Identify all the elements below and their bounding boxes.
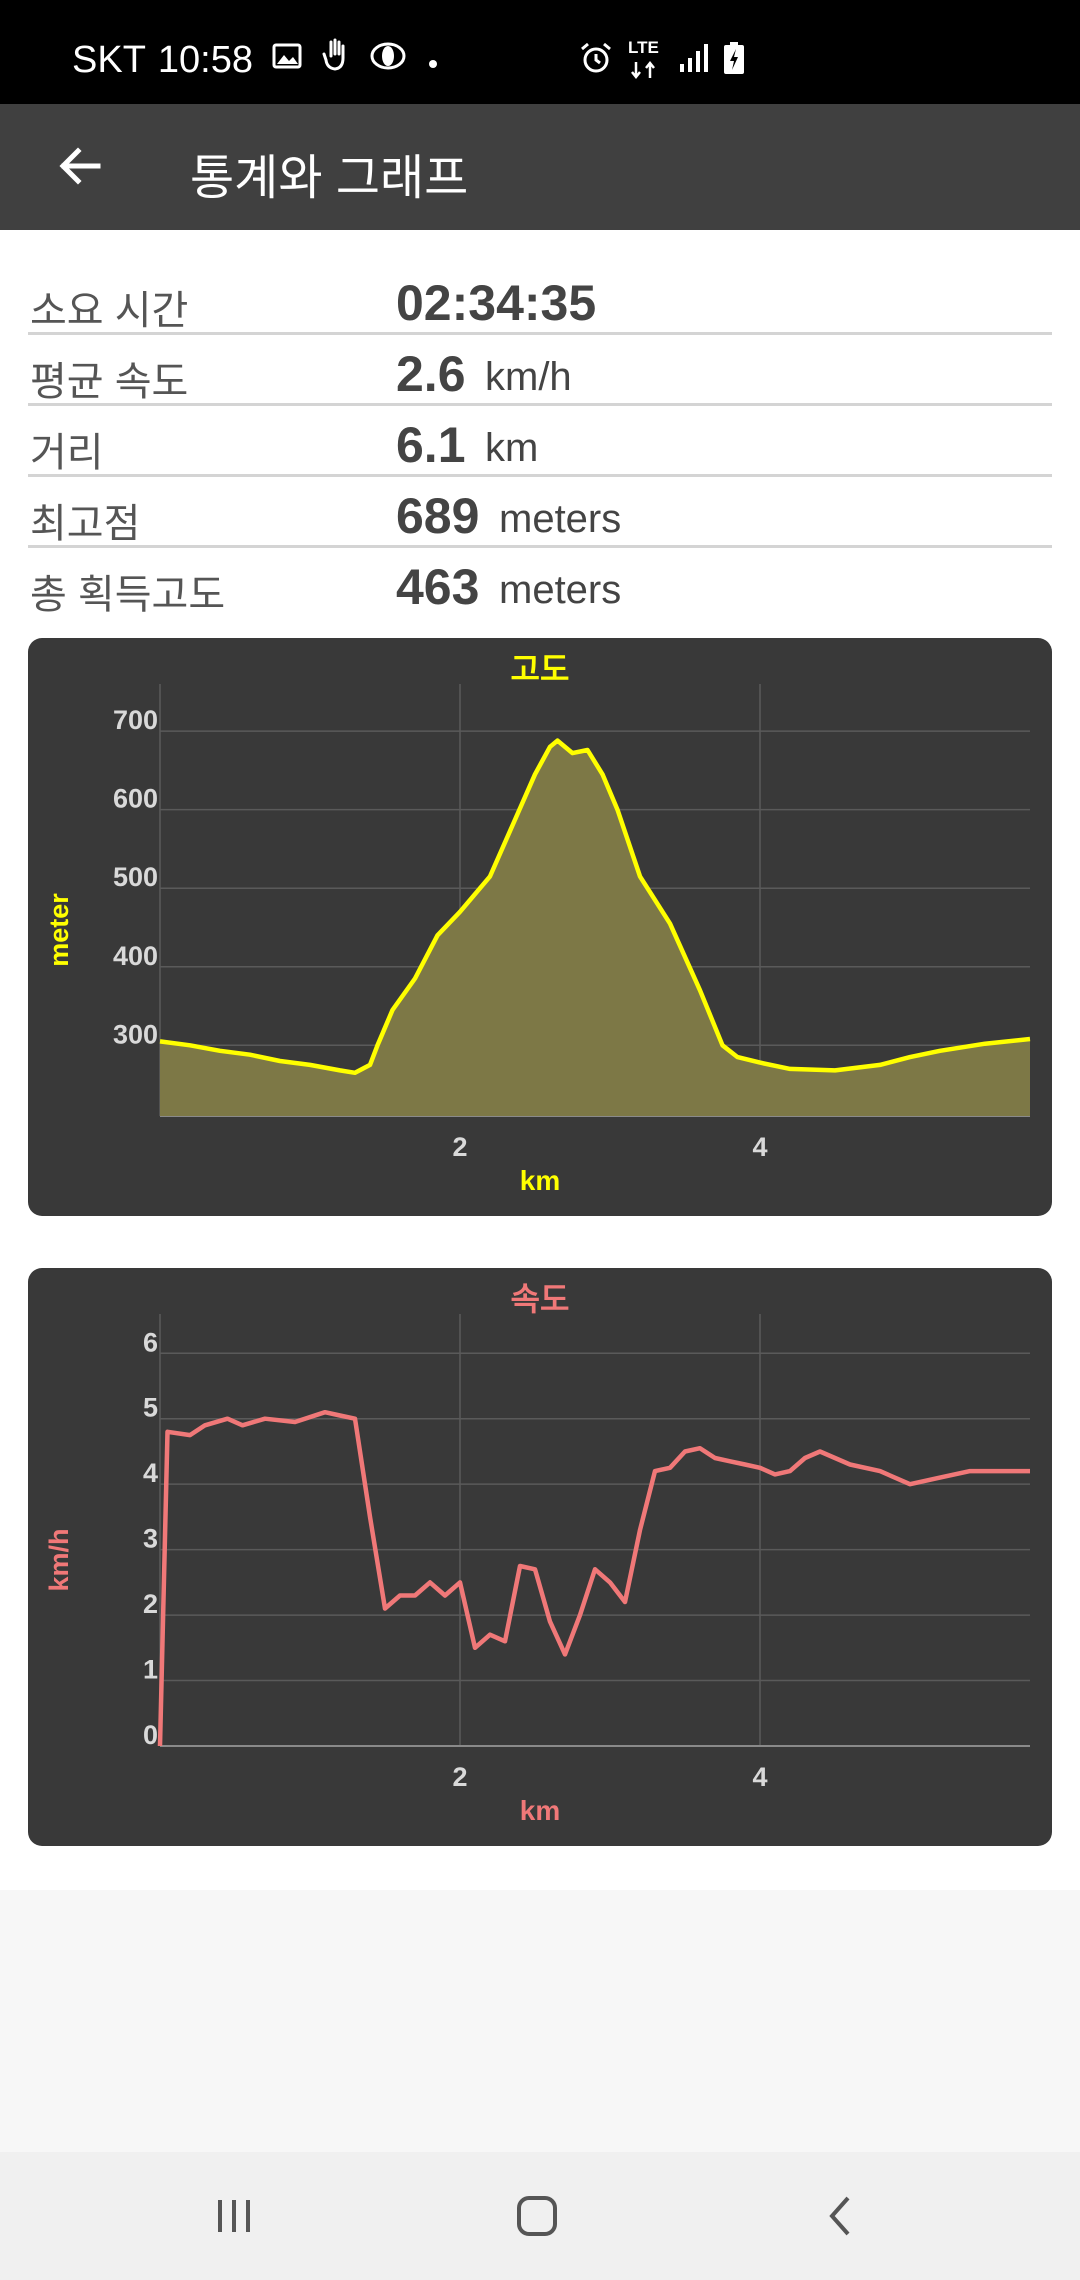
y-tick-label: 1 [143, 1655, 158, 1685]
y-tick-label: 4 [143, 1458, 158, 1488]
arrow-left-icon [59, 147, 101, 185]
stat-unit: meters [499, 497, 622, 541]
stat-row-duration: 소요 시간 02:34:35 [28, 264, 1052, 335]
stat-value: 689 [396, 488, 480, 544]
recent-apps-icon [218, 2200, 250, 2232]
stats-table: 소요 시간 02:34:35 평균 속도 2.6 km/h 거리 6.1 km … [28, 264, 1052, 619]
content: 소요 시간 02:34:35 평균 속도 2.6 km/h 거리 6.1 km … [0, 230, 1080, 1890]
y-tick-label: 6 [143, 1327, 158, 1357]
series-line [159, 738, 1031, 1076]
y-tick-label: 400 [113, 941, 158, 971]
carrier-label: SKT [72, 38, 146, 81]
x-axis-label: km [520, 1795, 560, 1826]
stat-unit: meters [499, 568, 622, 612]
home-icon [517, 2196, 557, 2236]
stat-row-distance: 거리 6.1 km [28, 406, 1052, 477]
x-tick-label: 2 [452, 1132, 467, 1162]
altitude-chart: 300 400 500 600 700 2 4 고도 km meter [28, 638, 1052, 1216]
speed-chart: 0 1 2 3 4 5 6 2 4 속도 km km/h [28, 1268, 1052, 1846]
stat-value: 2.6 [396, 346, 466, 402]
navigation-bar [0, 2152, 1080, 2280]
stat-label: 평균 속도 [30, 360, 189, 404]
status-left: SKT 10:58 [72, 38, 441, 82]
app-bar: 통계와 그래프 [0, 104, 1080, 230]
clock: 10:58 [157, 38, 253, 81]
y-tick-label: 0 [143, 1720, 158, 1750]
altitude-chart-svg: 300 400 500 600 700 2 4 고도 km meter [44, 650, 1031, 1196]
stat-value: 6.1 [396, 417, 466, 473]
back-button[interactable] [40, 126, 120, 206]
x-axis-label: km [520, 1165, 560, 1196]
signal-icon [678, 42, 708, 79]
stat-row-elevation-gain: 총 획득고도 463 meters [28, 548, 1052, 619]
stat-label: 거리 [30, 431, 104, 475]
chevron-left-icon [829, 2196, 850, 2236]
chart-title: 속도 [511, 1280, 570, 1318]
status-bar: SKT 10:58 LTE [0, 0, 1080, 104]
lte-icon: LTE [628, 38, 664, 80]
stat-row-max-altitude: 최고점 689 meters [28, 477, 1052, 548]
stat-row-avg-speed: 평균 속도 2.6 km/h [28, 335, 1052, 406]
status-right: LTE [578, 38, 746, 81]
recent-apps-button[interactable] [184, 2180, 284, 2252]
y-tick-label: 500 [113, 862, 158, 892]
hand-icon [321, 38, 351, 82]
y-axis-label: km/h [44, 1528, 74, 1591]
y-tick-label: 700 [113, 705, 158, 735]
circle-icon [369, 39, 407, 82]
x-tick-label: 4 [752, 1762, 767, 1792]
page-title: 통계와 그래프 [190, 152, 469, 205]
stat-unit: km/h [485, 355, 572, 399]
stat-label: 총 획득고도 [30, 573, 226, 617]
stat-label: 최고점 [30, 502, 141, 546]
stat-label: 소요 시간 [30, 289, 189, 333]
stat-unit: km [485, 426, 539, 470]
y-axis-label: meter [44, 893, 74, 967]
y-tick-label: 5 [143, 1393, 158, 1423]
series-line [157, 1409, 1030, 1747]
y-tick-label: 2 [143, 1589, 158, 1619]
alarm-icon [578, 40, 614, 81]
speed-chart-svg: 0 1 2 3 4 5 6 2 4 속도 km km/h [44, 1280, 1030, 1826]
battery-charging-icon [722, 41, 746, 80]
home-button[interactable] [487, 2180, 587, 2252]
stat-value: 463 [396, 559, 480, 615]
back-nav-button[interactable] [790, 2180, 890, 2252]
x-tick-label: 2 [452, 1762, 467, 1792]
dot-icon [425, 39, 441, 82]
y-tick-label: 300 [113, 1019, 158, 1049]
image-icon [271, 39, 303, 82]
y-tick-label: 3 [143, 1524, 158, 1554]
chart-title: 고도 [511, 650, 570, 688]
x-tick-label: 4 [752, 1132, 767, 1162]
stat-value: 02:34:35 [396, 275, 597, 331]
series-area [160, 740, 1030, 1116]
y-tick-label: 600 [113, 784, 158, 814]
